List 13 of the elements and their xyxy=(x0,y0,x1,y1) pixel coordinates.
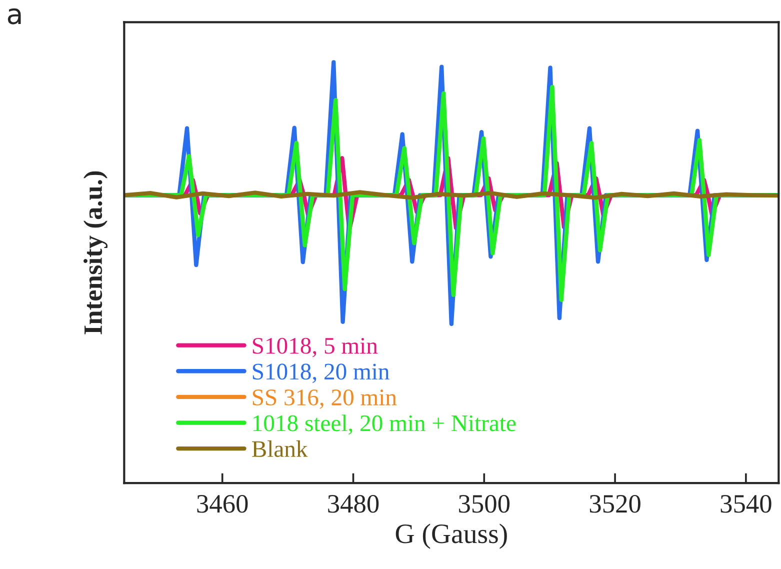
legend-label: SS 316, 20 min xyxy=(252,389,397,409)
legend-label: 1018 steel, 20 min + Nitrate xyxy=(253,414,516,435)
legend-label: S1018, 5 min xyxy=(252,338,378,358)
legend-label: Blank xyxy=(252,440,308,458)
legend-label: S1018, 20 min xyxy=(252,364,390,384)
x-tick-label: 3540 xyxy=(720,494,772,513)
x-tick-label: 3500 xyxy=(459,494,510,513)
x-tick-label: 3460 xyxy=(197,494,248,513)
chart-title: a xyxy=(8,8,21,24)
x-tick-label: 3480 xyxy=(328,494,379,513)
x-axis-title: G (Gauss) xyxy=(396,524,507,549)
y-axis-title: Intensity (a.u.) xyxy=(84,171,108,334)
x-tick-label: 3520 xyxy=(590,494,640,513)
